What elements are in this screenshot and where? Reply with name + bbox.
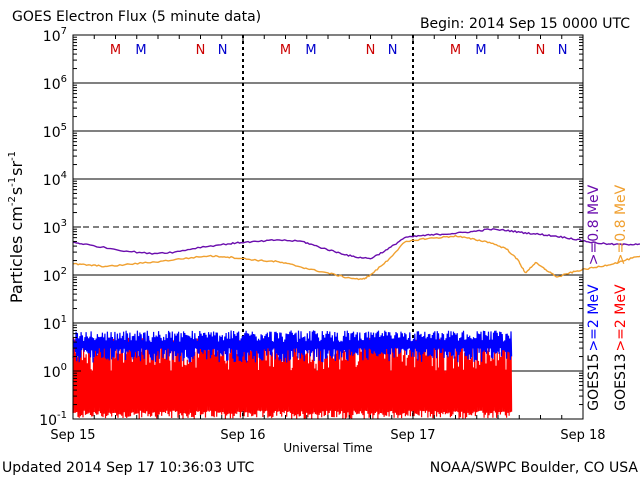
y-axis-label: Particles cm-2s-1sr-1	[7, 151, 26, 303]
x-tick-label: Sep 15	[50, 428, 95, 443]
mn-marker: M	[110, 43, 121, 58]
mn-marker: N	[536, 43, 546, 58]
y-tick-label: 101	[43, 314, 67, 333]
legend-entry: >=0.8 MeV	[613, 184, 629, 265]
legend-group-label: GOES13	[613, 353, 629, 410]
legend-entry: >=0.8 MeV	[586, 184, 602, 265]
mn-marker: N	[218, 43, 228, 58]
legend-entry: >=2 MeV	[586, 284, 602, 352]
x-tick-label: Sep 17	[390, 428, 435, 443]
y-tick-label: 100	[43, 362, 67, 381]
y-tick-label: 103	[43, 218, 67, 237]
mn-marker: M	[475, 43, 486, 58]
mn-marker: N	[558, 43, 568, 58]
mn-marker: N	[366, 43, 376, 58]
series-goes13-ge08-line	[72, 234, 640, 281]
begin-time: Begin: 2014 Sep 15 0000 UTC	[419, 16, 630, 32]
x-axis-label: Universal Time	[283, 441, 372, 455]
y-tick-label: 104	[43, 170, 67, 189]
mn-marker: N	[388, 43, 398, 58]
mn-marker: M	[305, 43, 316, 58]
y-tick-label: 106	[43, 74, 67, 93]
x-tick-label: Sep 18	[560, 428, 605, 443]
y-tick-label: 102	[43, 266, 67, 285]
y-tick-label: 107	[43, 26, 67, 45]
mn-marker: N	[196, 43, 206, 58]
mn-marker: M	[280, 43, 291, 58]
y-tick-label: 105	[43, 122, 67, 141]
series-goes13-ge2-line	[72, 337, 513, 420]
legend-entry: >=2 MeV	[613, 284, 629, 352]
y-tick-label: 10-1	[39, 410, 67, 429]
mn-marker: M	[450, 43, 461, 58]
credit-text: NOAA/SWPC Boulder, CO USA	[429, 460, 638, 476]
mn-marker: M	[135, 43, 146, 58]
legend-group-label: GOES15	[586, 353, 602, 410]
series-goes15-ge08-line	[72, 228, 640, 260]
updated-timestamp: Updated 2014 Sep 17 10:36:03 UTC	[2, 460, 255, 476]
chart-title: GOES Electron Flux (5 minute data)	[12, 9, 262, 25]
x-tick-label: Sep 16	[220, 428, 265, 443]
series-goes15-ge2-line	[72, 330, 513, 363]
